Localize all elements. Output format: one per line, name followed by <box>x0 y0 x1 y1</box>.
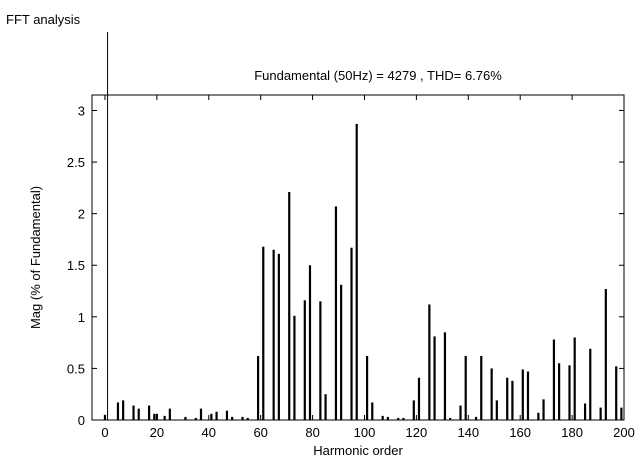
bar <box>153 413 156 420</box>
bar <box>589 348 592 420</box>
bar <box>443 332 447 420</box>
bar <box>319 301 322 420</box>
y-tick-label: 2.5 <box>67 155 85 170</box>
bar <box>308 265 312 420</box>
bar <box>402 417 405 420</box>
y-axis: 0 0.5 1 1.5 2 2.5 3 <box>67 103 624 428</box>
bar <box>526 371 530 420</box>
window-title: FFT analysis <box>6 12 81 27</box>
bar <box>604 288 607 420</box>
bar <box>558 363 561 420</box>
bar <box>293 315 296 420</box>
bar <box>412 400 415 420</box>
x-tick-label: 20 <box>150 425 164 440</box>
bar <box>459 405 462 420</box>
bar <box>433 336 436 420</box>
bar <box>371 402 374 420</box>
bar <box>272 249 275 420</box>
bar <box>116 402 120 420</box>
plot-frame <box>91 94 625 421</box>
bar <box>168 408 171 420</box>
bar <box>324 394 327 420</box>
bar <box>277 253 280 420</box>
y-tick-label: 1 <box>78 310 85 325</box>
bar <box>464 356 467 420</box>
bar <box>350 247 353 420</box>
bar <box>474 416 478 420</box>
bar <box>225 410 229 420</box>
bar <box>428 304 431 420</box>
x-tick-label: 0 <box>101 425 108 440</box>
bar <box>194 417 197 420</box>
bar <box>417 377 421 420</box>
bar <box>365 356 369 420</box>
bar <box>231 416 234 420</box>
bar <box>340 284 343 420</box>
x-axis: 0 20 40 60 80 100 120 140 160 180 200 <box>101 95 635 440</box>
bar <box>122 400 125 420</box>
y-axis-label: Mag (% of Fundamental) <box>28 186 43 329</box>
bar <box>288 191 291 420</box>
bar <box>147 405 151 420</box>
bar <box>573 337 576 420</box>
bars-group <box>103 123 623 420</box>
bar <box>542 399 545 420</box>
bar <box>615 366 618 420</box>
y-tick-label: 0.5 <box>67 361 85 376</box>
bar <box>495 400 498 420</box>
x-axis-label: Harmonic order <box>313 443 403 458</box>
bar <box>583 403 587 420</box>
x-tick-label: 140 <box>457 425 479 440</box>
y-tick-label: 0 <box>78 413 85 428</box>
x-tick-label: 40 <box>202 425 216 440</box>
x-tick-label: 80 <box>305 425 319 440</box>
bar <box>199 408 203 420</box>
x-tick-label: 180 <box>561 425 583 440</box>
bar <box>303 300 306 420</box>
bar <box>552 339 556 420</box>
bar <box>355 123 358 420</box>
bar <box>163 415 166 420</box>
x-tick-label: 160 <box>509 425 531 440</box>
bar <box>490 368 493 420</box>
bar <box>132 405 135 420</box>
bar <box>256 356 260 420</box>
x-tick-label: 100 <box>354 425 376 440</box>
bar <box>480 356 483 420</box>
bar <box>241 416 244 420</box>
bar <box>506 377 509 420</box>
y-tick-label: 1.5 <box>67 258 85 273</box>
bar <box>599 407 602 420</box>
bar <box>381 415 384 420</box>
x-tick-label: 60 <box>253 425 267 440</box>
bar <box>184 416 187 420</box>
bar <box>397 417 400 420</box>
bar <box>568 365 571 420</box>
bar <box>137 408 140 420</box>
bar <box>620 407 623 420</box>
bar <box>215 411 218 420</box>
bar <box>334 206 338 420</box>
bar <box>386 416 389 420</box>
bar <box>210 413 213 420</box>
chart-title: Fundamental (50Hz) = 4279 , THD= 6.76% <box>254 68 502 83</box>
bar <box>246 417 249 420</box>
bar <box>511 380 514 420</box>
x-tick-label: 200 <box>613 425 635 440</box>
y-tick-label: 2 <box>78 207 85 222</box>
x-tick-label: 120 <box>406 425 428 440</box>
bar <box>537 412 540 420</box>
bar <box>521 369 524 420</box>
bar <box>449 417 452 420</box>
bar <box>262 246 265 420</box>
y-tick-label: 3 <box>78 103 85 118</box>
